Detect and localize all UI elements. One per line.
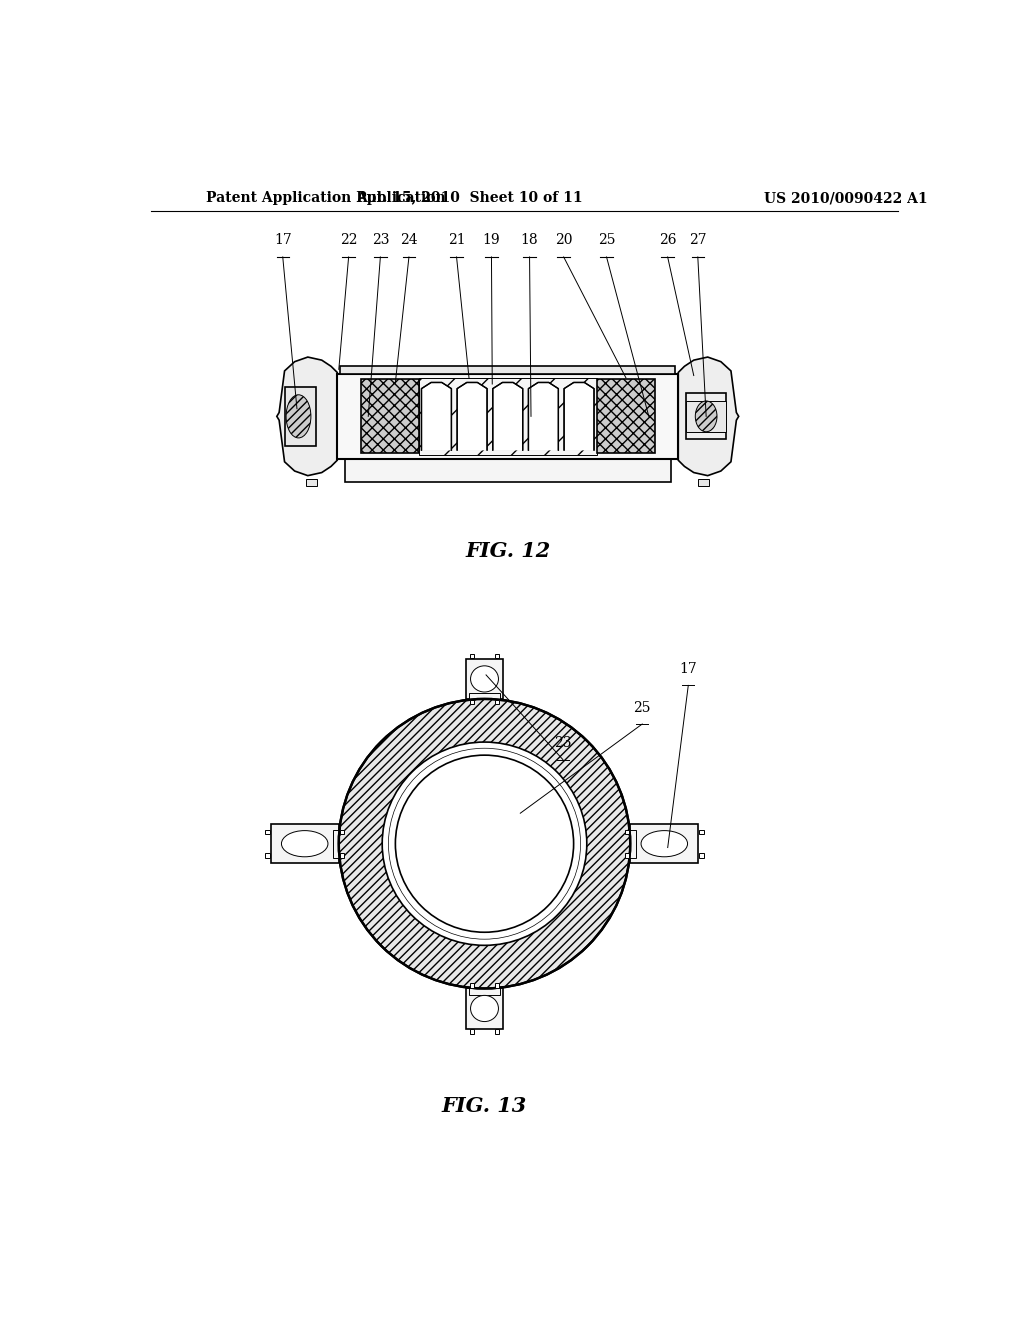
Polygon shape <box>564 383 594 450</box>
Text: 17: 17 <box>273 232 292 247</box>
Text: 26: 26 <box>658 232 677 247</box>
Ellipse shape <box>286 395 311 438</box>
Text: 19: 19 <box>482 232 501 247</box>
Polygon shape <box>457 383 487 450</box>
Text: FIG. 12: FIG. 12 <box>465 541 550 561</box>
Bar <box>345 459 671 482</box>
Bar <box>495 1030 500 1034</box>
Polygon shape <box>422 383 452 450</box>
Polygon shape <box>678 358 738 475</box>
Polygon shape <box>528 383 558 450</box>
Bar <box>495 983 500 987</box>
Ellipse shape <box>471 995 499 1022</box>
Bar <box>686 401 726 432</box>
Polygon shape <box>528 383 558 450</box>
Text: 20: 20 <box>555 232 572 247</box>
Bar <box>698 479 710 487</box>
Text: US 2010/0090422 A1: US 2010/0090422 A1 <box>764 191 927 206</box>
Bar <box>469 983 500 995</box>
Bar <box>686 393 726 440</box>
Ellipse shape <box>339 700 630 989</box>
Ellipse shape <box>282 830 328 857</box>
Bar <box>306 479 317 487</box>
Bar <box>470 653 474 659</box>
Polygon shape <box>422 383 452 450</box>
Text: 18: 18 <box>521 232 539 247</box>
Bar <box>466 659 503 700</box>
Bar <box>470 1030 474 1034</box>
Text: 24: 24 <box>400 232 418 247</box>
Bar <box>470 983 474 987</box>
Bar <box>469 693 500 704</box>
Bar <box>626 830 636 858</box>
Bar <box>285 387 315 446</box>
Bar <box>265 830 270 834</box>
Text: 25: 25 <box>634 701 651 714</box>
Bar <box>270 825 339 863</box>
Text: 23: 23 <box>372 232 389 247</box>
Text: Apr. 15, 2010  Sheet 10 of 11: Apr. 15, 2010 Sheet 10 of 11 <box>355 191 583 206</box>
Polygon shape <box>276 358 337 475</box>
Polygon shape <box>564 383 594 450</box>
Bar <box>470 700 474 705</box>
Polygon shape <box>493 383 522 450</box>
Bar <box>597 379 655 453</box>
Text: 27: 27 <box>689 232 707 247</box>
Ellipse shape <box>695 401 717 432</box>
Text: 23: 23 <box>554 737 571 750</box>
Text: 25: 25 <box>598 232 615 247</box>
Bar <box>340 853 344 858</box>
Text: FIG. 13: FIG. 13 <box>442 1096 527 1115</box>
Bar <box>340 830 344 834</box>
Ellipse shape <box>641 830 687 857</box>
Bar <box>495 700 500 705</box>
Bar <box>495 653 500 659</box>
Polygon shape <box>493 383 522 450</box>
Bar <box>625 853 630 858</box>
Bar <box>340 367 675 374</box>
Text: 17: 17 <box>679 663 697 676</box>
Bar <box>265 853 270 858</box>
Bar <box>625 830 630 834</box>
Bar <box>360 379 419 453</box>
Text: 22: 22 <box>340 232 357 247</box>
Bar <box>337 374 678 459</box>
Polygon shape <box>457 383 487 450</box>
Ellipse shape <box>382 742 587 945</box>
Ellipse shape <box>395 755 573 932</box>
Text: 21: 21 <box>447 232 465 247</box>
Bar <box>466 989 503 1028</box>
Text: Patent Application Publication: Patent Application Publication <box>206 191 445 206</box>
Bar <box>630 825 698 863</box>
Bar <box>699 853 703 858</box>
Bar <box>419 378 597 455</box>
Ellipse shape <box>471 665 499 692</box>
Bar <box>699 830 703 834</box>
Bar <box>333 830 343 858</box>
